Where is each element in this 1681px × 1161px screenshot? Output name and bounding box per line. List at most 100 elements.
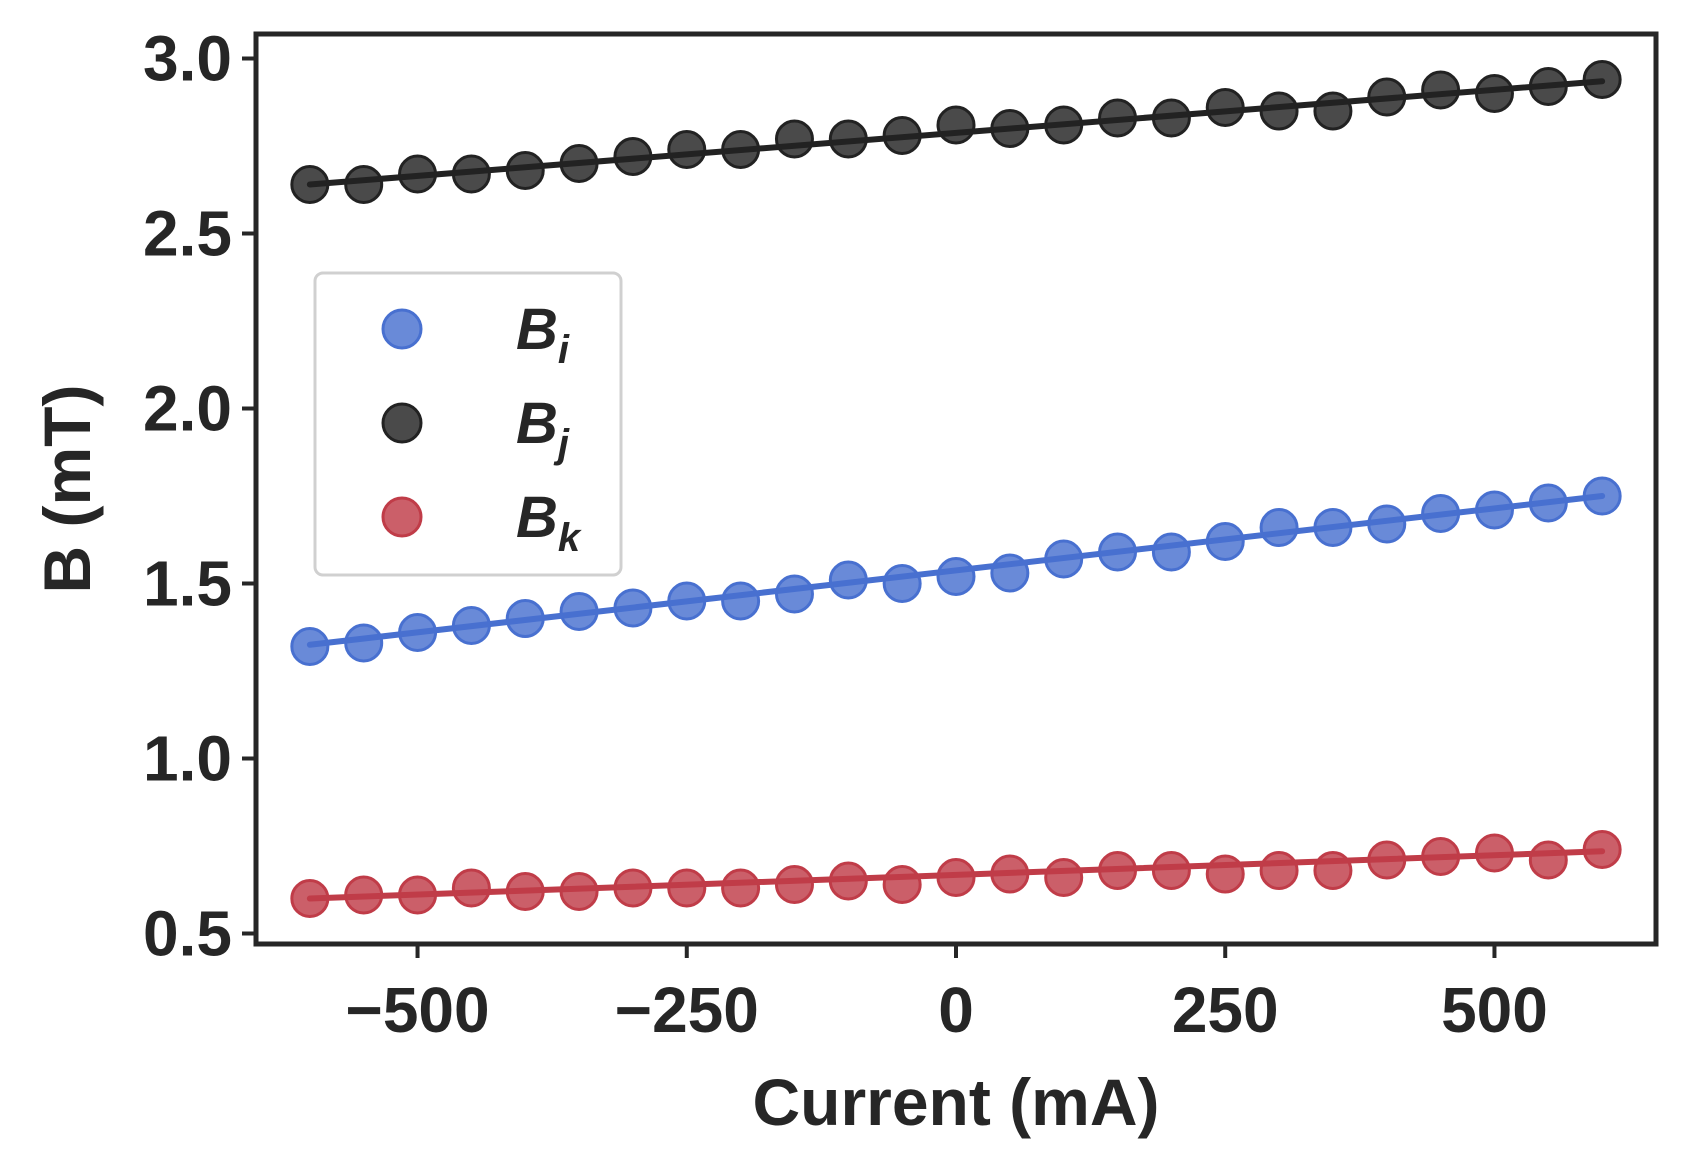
data-point [1313, 91, 1353, 131]
data-point [1259, 851, 1299, 890]
data-point [1205, 522, 1245, 561]
y-tick-label: 0.5 [143, 898, 232, 970]
data-point [1259, 508, 1299, 547]
data-point [1582, 830, 1622, 869]
data-point [398, 154, 438, 194]
data-point [721, 581, 761, 621]
data-point [398, 613, 438, 652]
y-tick-label: 1.0 [143, 723, 232, 795]
data-point [828, 119, 868, 159]
data-point [1044, 105, 1084, 145]
x-tick-label: −500 [345, 974, 489, 1046]
data-point [936, 557, 976, 596]
data-point [990, 553, 1030, 593]
data-point [613, 137, 653, 176]
data-point [505, 599, 545, 638]
data-point [1313, 851, 1353, 890]
data-point [1151, 98, 1191, 138]
x-axis-label: Current (mA) [753, 1065, 1160, 1139]
data-point [1367, 840, 1407, 880]
data-point [990, 109, 1030, 148]
y-tick-label: 2.0 [143, 373, 232, 445]
series-k [290, 830, 1622, 918]
data-point [1367, 504, 1407, 544]
data-point [613, 588, 653, 628]
data-point [1528, 840, 1568, 880]
data-point [1582, 60, 1622, 99]
data-point [290, 879, 330, 918]
data-point [398, 875, 438, 915]
data-point [936, 858, 976, 897]
plot-marks [290, 60, 1622, 918]
data-point [1205, 88, 1245, 127]
data-point [882, 116, 922, 155]
data-point [1582, 476, 1622, 516]
data-point [721, 130, 761, 169]
legend-label: Bi [516, 297, 570, 372]
data-point [559, 144, 599, 183]
data-point [559, 872, 599, 911]
data-point [1474, 490, 1514, 530]
data-point [1528, 67, 1568, 106]
data-point [774, 119, 814, 159]
data-point [559, 592, 599, 631]
data-point [451, 868, 491, 908]
data-point [828, 560, 868, 600]
data-point [1098, 98, 1138, 138]
data-point [721, 868, 761, 908]
data-point [667, 868, 707, 908]
y-axis-label: B (mT) [30, 385, 104, 594]
x-tick-label: 500 [1441, 974, 1548, 1046]
legend-marker [381, 496, 423, 538]
x-tick-label: 250 [1172, 974, 1279, 1046]
axis-ticks: −500 −250 0 250 500 0.5 1.0 1.5 2.0 2.5 3.0 [143, 23, 1548, 1047]
data-point [290, 165, 330, 204]
data-point [613, 868, 653, 908]
data-point [1098, 532, 1138, 572]
data-point [451, 606, 491, 645]
data-point [505, 872, 545, 911]
legend-label: Bk [516, 485, 582, 560]
y-tick-label: 2.5 [143, 198, 232, 270]
data-point [828, 861, 868, 901]
data-point [344, 623, 384, 663]
data-point [667, 581, 707, 621]
data-point [344, 875, 384, 915]
data-point [451, 154, 491, 194]
legend-marker [381, 402, 423, 444]
data-point [1421, 70, 1461, 110]
data-point [882, 564, 922, 603]
data-point [1421, 494, 1461, 533]
data-point [1313, 508, 1353, 547]
data-point [1528, 483, 1568, 523]
data-point [1151, 532, 1191, 572]
data-point [882, 865, 922, 904]
series-i [290, 476, 1622, 666]
x-tick-label: 0 [938, 974, 974, 1046]
data-point [1205, 854, 1245, 894]
legend: Bi Bj Bk [313, 271, 623, 577]
data-point [1474, 74, 1514, 113]
y-tick-label: 3.0 [143, 23, 232, 95]
data-point [1044, 858, 1084, 897]
data-point [1421, 837, 1461, 876]
data-point [344, 165, 384, 204]
legend-label: Bj [516, 391, 570, 466]
data-point [1151, 851, 1191, 890]
y-tick-label: 1.5 [143, 548, 232, 620]
data-point [774, 574, 814, 614]
legend-marker [381, 308, 423, 350]
data-point [1044, 539, 1084, 579]
data-point [505, 151, 545, 190]
x-tick-label: −250 [615, 974, 759, 1046]
data-point [290, 627, 330, 666]
series-j [290, 60, 1622, 204]
data-point [1474, 833, 1514, 873]
data-point [667, 130, 707, 169]
data-point [1259, 91, 1299, 131]
data-point [936, 105, 976, 145]
data-point [1367, 77, 1407, 117]
data-point [774, 865, 814, 904]
